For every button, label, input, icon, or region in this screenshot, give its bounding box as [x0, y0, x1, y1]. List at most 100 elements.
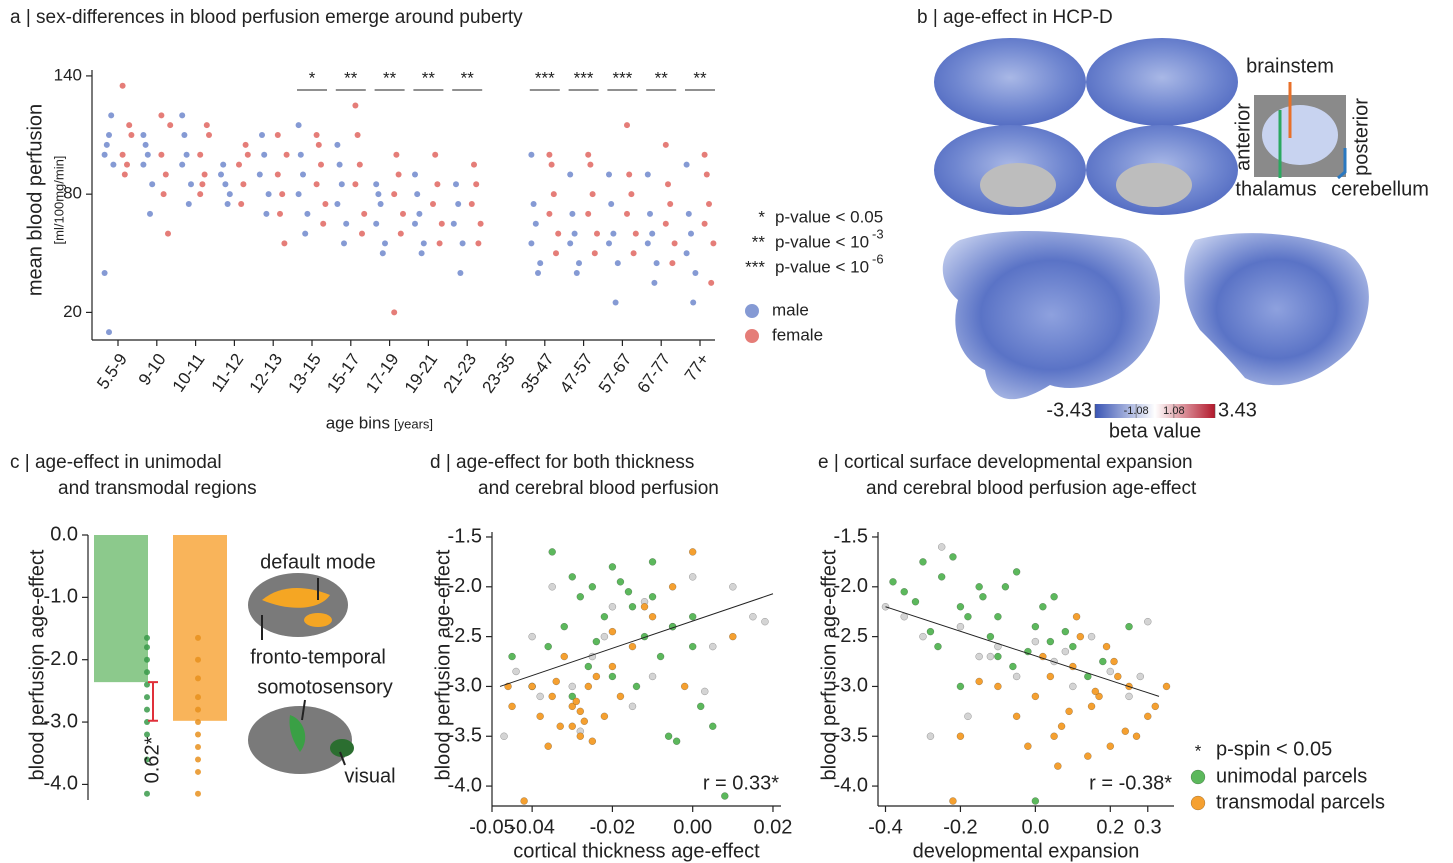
data-point — [600, 632, 609, 641]
data-point — [644, 240, 651, 247]
data-point — [536, 712, 544, 721]
data-point — [201, 171, 208, 178]
data-point — [1162, 682, 1171, 691]
data-point — [975, 677, 983, 686]
x-tick-label: 23-35 — [478, 350, 519, 397]
data-point — [934, 642, 942, 651]
y-tick-label: -4.0 — [834, 774, 868, 796]
data-point — [688, 548, 697, 556]
data-point — [128, 132, 135, 139]
data-point — [628, 642, 637, 651]
data-point — [434, 181, 441, 188]
data-point — [334, 141, 341, 148]
panel-title: c | age-effect in unimodal — [10, 452, 222, 473]
data-point — [591, 250, 598, 257]
data-point — [391, 191, 398, 198]
data-point — [341, 240, 347, 247]
y-tick-label: 0.0 — [50, 523, 78, 545]
legend-label: p-value < 0.05 — [775, 207, 883, 226]
data-point — [528, 682, 536, 691]
y-tick-label: -2.0 — [448, 575, 482, 597]
data-point — [644, 171, 651, 178]
data-point — [535, 269, 541, 276]
data-point — [630, 250, 637, 257]
x-tick-label: 0.2 — [1096, 816, 1124, 838]
data-point — [926, 627, 935, 636]
data-point — [103, 141, 110, 148]
data-point — [632, 230, 639, 237]
data-point — [457, 269, 464, 276]
data-point — [926, 732, 935, 741]
data-point — [528, 240, 535, 247]
data-point — [568, 722, 577, 731]
data-point — [600, 612, 609, 621]
data-point — [1106, 667, 1115, 676]
data-point — [532, 220, 539, 227]
data-point — [592, 637, 601, 646]
legend-label: male — [772, 300, 809, 319]
data-point — [336, 161, 343, 168]
data-point — [640, 602, 649, 611]
data-point — [430, 201, 436, 208]
x-tick-label: -0.2 — [943, 816, 977, 838]
data-point — [584, 662, 593, 671]
data-point — [147, 210, 153, 217]
annotation: r = 0.33* — [703, 772, 779, 794]
data-point — [964, 712, 972, 721]
y-tick-label: -2.0 — [44, 648, 78, 670]
data-point — [688, 642, 697, 651]
data-point — [302, 230, 309, 237]
data-point — [158, 112, 165, 119]
data-point — [648, 672, 657, 681]
y-tick-label: -3.5 — [448, 725, 482, 747]
data-point — [218, 171, 224, 178]
data-point — [199, 181, 206, 188]
data-point — [584, 682, 593, 691]
x-tick-label: 12-13 — [246, 350, 287, 397]
data-point — [608, 672, 617, 681]
data-point — [393, 151, 400, 158]
data-point — [664, 732, 673, 741]
data-point — [473, 181, 480, 188]
legend-label: transmodal parcels — [1216, 791, 1385, 813]
data-point — [975, 652, 983, 661]
legend-symbol: * — [758, 207, 765, 226]
data-point — [160, 191, 167, 198]
x-axis-label: age bins — [326, 413, 390, 432]
data-point — [179, 161, 186, 168]
data-point — [671, 240, 678, 247]
y-tick-label: 140 — [54, 65, 82, 84]
data-point — [185, 201, 192, 208]
data-point — [508, 702, 516, 711]
data-point — [1114, 672, 1122, 681]
data-point — [1050, 732, 1058, 741]
significance-label: *** — [535, 68, 555, 87]
data-point — [195, 719, 201, 726]
y-tick-label: 20 — [63, 302, 82, 321]
y-axis-label: blood perfusion age-effect — [818, 549, 840, 780]
data-point — [662, 220, 669, 227]
y-tick-label: -2.0 — [834, 575, 868, 597]
data-point — [536, 692, 544, 701]
data-point — [1095, 692, 1103, 701]
y-tick-label: -2.5 — [448, 625, 482, 647]
data-point — [1069, 682, 1077, 691]
data-point — [236, 161, 242, 168]
significance-label: ** — [693, 68, 707, 87]
data-point — [400, 210, 406, 217]
data-point — [375, 191, 382, 198]
x-tick-label: -0.05 — [469, 816, 515, 838]
data-point — [382, 240, 388, 247]
data-point — [188, 181, 194, 188]
annotation: r = -0.38* — [1089, 772, 1172, 794]
data-point — [1125, 622, 1133, 631]
data-point — [359, 230, 365, 237]
data-point — [628, 602, 637, 611]
data-point — [263, 210, 270, 217]
data-point — [179, 112, 186, 119]
data-point — [553, 250, 559, 257]
data-point — [653, 260, 660, 267]
data-point — [530, 201, 537, 208]
data-point — [588, 583, 597, 591]
data-point — [560, 652, 568, 661]
